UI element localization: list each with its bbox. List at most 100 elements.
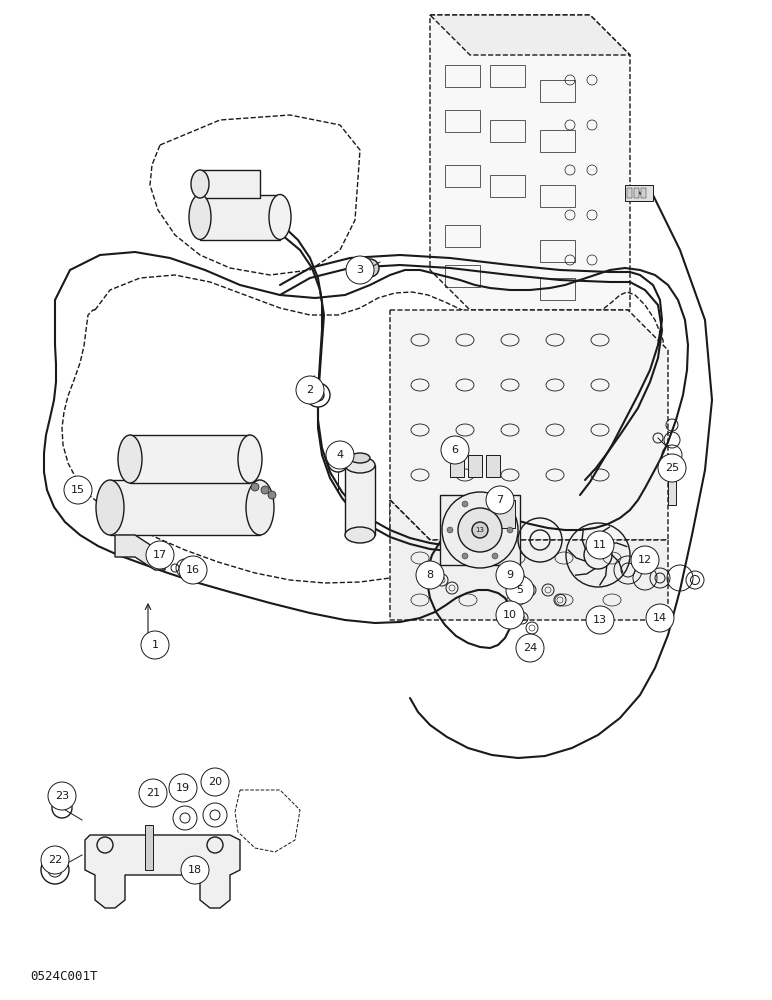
Text: 6: 6 [452, 445, 459, 455]
Bar [200, 195, 280, 240]
Bar [345, 465, 375, 535]
Circle shape [251, 483, 259, 491]
Bar [641, 188, 646, 198]
Circle shape [346, 256, 374, 284]
Circle shape [201, 768, 229, 796]
Circle shape [631, 546, 659, 574]
Bar [634, 188, 639, 198]
Text: 5: 5 [516, 585, 523, 595]
Text: 21: 21 [146, 788, 160, 798]
Circle shape [496, 601, 524, 629]
Text: 11: 11 [593, 540, 607, 550]
Ellipse shape [238, 435, 262, 483]
Text: 15: 15 [71, 485, 85, 495]
Text: 24: 24 [523, 643, 537, 653]
Circle shape [646, 604, 674, 632]
Circle shape [261, 486, 269, 494]
Circle shape [507, 527, 513, 533]
Text: 13: 13 [476, 527, 485, 533]
Ellipse shape [345, 457, 375, 473]
Circle shape [181, 856, 209, 884]
Circle shape [146, 541, 174, 569]
Circle shape [41, 846, 69, 874]
Polygon shape [430, 15, 630, 55]
Circle shape [586, 606, 614, 634]
Bar [445, 65, 480, 87]
Bar [445, 110, 480, 132]
Bar [145, 825, 153, 870]
Circle shape [326, 441, 354, 469]
Text: 22: 22 [48, 855, 62, 865]
Circle shape [169, 774, 197, 802]
Bar [540, 130, 575, 152]
Polygon shape [85, 835, 240, 908]
Text: 25: 25 [665, 463, 679, 473]
Circle shape [268, 491, 276, 499]
Text: A4: A4 [635, 190, 645, 196]
Circle shape [462, 553, 468, 559]
Text: 1: 1 [151, 640, 158, 650]
Bar [445, 165, 480, 187]
Ellipse shape [191, 170, 209, 198]
Text: 14: 14 [653, 613, 667, 623]
Circle shape [441, 436, 469, 464]
Text: 18: 18 [188, 865, 202, 875]
Ellipse shape [345, 527, 375, 543]
Circle shape [658, 454, 686, 482]
Text: 12: 12 [638, 555, 652, 565]
Bar [540, 240, 575, 262]
Circle shape [306, 383, 330, 407]
Circle shape [48, 782, 76, 810]
Text: 23: 23 [55, 791, 69, 801]
Bar [486, 455, 500, 477]
Bar [495, 500, 515, 528]
Bar [627, 188, 632, 198]
Circle shape [296, 376, 324, 404]
Circle shape [492, 501, 498, 507]
Text: 4: 4 [337, 450, 344, 460]
Bar [490, 120, 525, 142]
Circle shape [506, 576, 534, 604]
Polygon shape [390, 310, 668, 540]
Ellipse shape [96, 480, 124, 535]
Bar [490, 65, 525, 87]
Circle shape [442, 492, 518, 568]
Ellipse shape [246, 480, 274, 535]
Bar [668, 470, 676, 505]
Text: 20: 20 [208, 777, 222, 787]
Circle shape [361, 259, 379, 277]
Text: 10: 10 [503, 610, 517, 620]
Circle shape [447, 527, 453, 533]
Circle shape [516, 634, 544, 662]
Circle shape [492, 553, 498, 559]
Bar [130, 435, 250, 483]
Text: 9: 9 [506, 570, 513, 580]
Text: 7: 7 [496, 495, 503, 505]
Bar [490, 175, 525, 197]
Bar [468, 455, 482, 477]
Polygon shape [430, 15, 630, 310]
Text: 8: 8 [426, 570, 434, 580]
Text: 19: 19 [176, 783, 190, 793]
Polygon shape [390, 500, 430, 580]
Ellipse shape [269, 194, 291, 239]
Circle shape [141, 631, 169, 659]
Circle shape [462, 501, 468, 507]
Bar [540, 278, 575, 300]
Circle shape [416, 561, 444, 589]
Text: 0524C001T: 0524C001T [30, 970, 97, 983]
Bar [445, 265, 480, 287]
Bar [540, 80, 575, 102]
Bar [445, 225, 480, 247]
Circle shape [139, 779, 167, 807]
Circle shape [472, 522, 488, 538]
Bar [625, 185, 653, 201]
Text: 2: 2 [306, 385, 313, 395]
Polygon shape [390, 500, 668, 620]
Ellipse shape [118, 435, 142, 483]
Polygon shape [115, 535, 165, 570]
Text: 17: 17 [153, 550, 167, 560]
Circle shape [458, 508, 502, 552]
Circle shape [586, 531, 614, 559]
Ellipse shape [189, 194, 211, 239]
